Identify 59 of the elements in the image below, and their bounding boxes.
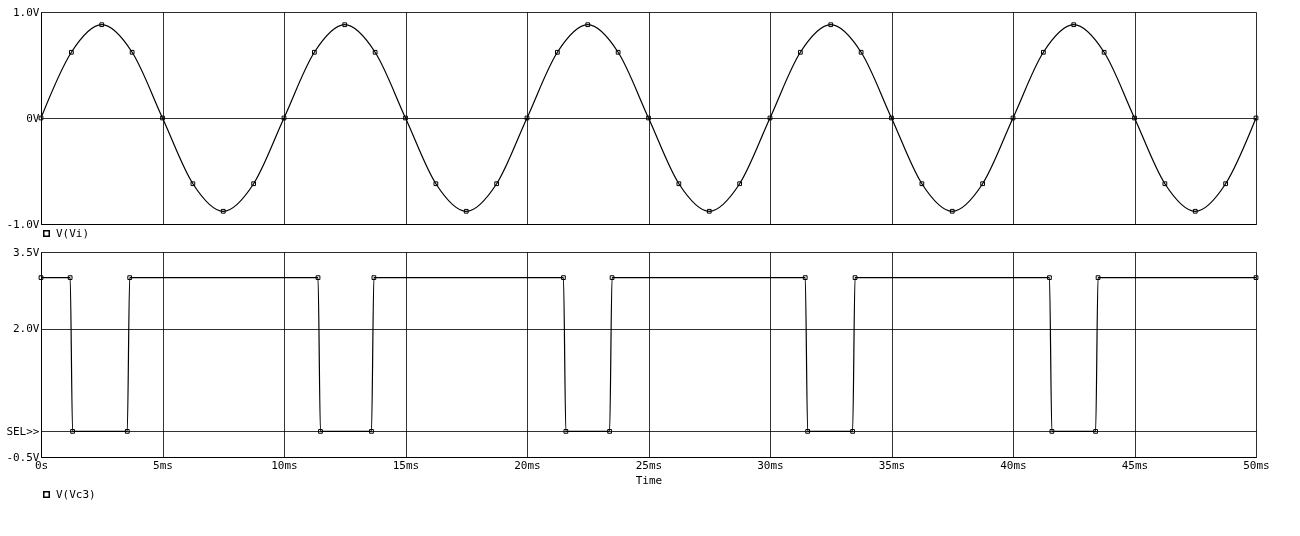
- point: [676, 181, 682, 187]
- x-tick-label: 40ms: [1000, 458, 1027, 472]
- point: [555, 49, 560, 55]
- point: [919, 181, 925, 187]
- point: [1192, 208, 1198, 214]
- point: [281, 115, 287, 121]
- x-tick-label: 50ms: [1243, 458, 1270, 472]
- point: [524, 115, 530, 121]
- x-tick-label: 35ms: [878, 458, 906, 472]
- point: [828, 22, 834, 28]
- point: [1223, 181, 1228, 187]
- point: [1041, 49, 1046, 55]
- x-tick-label: 25ms: [635, 458, 663, 472]
- point: [190, 181, 196, 187]
- point: [949, 208, 955, 214]
- y-tick-label: SEL>>: [6, 424, 40, 438]
- x-tick-label: 45ms: [1121, 458, 1149, 472]
- x-tick-label: 20ms: [514, 458, 541, 472]
- point: [129, 49, 135, 55]
- point: [342, 22, 348, 28]
- legend-label: V(Vc3): [56, 487, 96, 501]
- point: [312, 49, 317, 55]
- point: [1253, 115, 1259, 121]
- x-tick-label: 5ms: [153, 458, 173, 472]
- point: [767, 115, 773, 121]
- point: [433, 181, 439, 187]
- point: [1162, 181, 1168, 187]
- x-tick-label: 30ms: [757, 458, 784, 472]
- y-tick-label: 2.0V: [13, 322, 40, 336]
- x-axis-title: Time: [635, 473, 663, 487]
- point: [220, 208, 226, 214]
- point: [494, 181, 499, 187]
- point: [1071, 22, 1077, 28]
- point: [737, 181, 742, 187]
- point: [372, 49, 378, 55]
- x-tick-label: 10ms: [271, 458, 298, 472]
- point: [160, 115, 165, 121]
- point: [1132, 115, 1137, 121]
- point: [1101, 49, 1107, 55]
- point: [585, 22, 591, 28]
- y-tick-label: 0V: [26, 111, 40, 125]
- y-tick-label: 3.5V: [13, 245, 40, 259]
- point: [99, 22, 105, 28]
- point: [706, 208, 712, 214]
- point: [646, 115, 651, 121]
- point: [858, 49, 864, 55]
- point: [463, 208, 469, 214]
- point: [980, 181, 985, 187]
- y-tick-label: -1.0V: [6, 217, 40, 231]
- point: [889, 115, 894, 121]
- point: [251, 181, 256, 187]
- point: [1010, 115, 1016, 121]
- point: [403, 115, 408, 121]
- y-tick-label: 1.0V: [13, 5, 40, 19]
- x-tick-label: 15ms: [392, 458, 420, 472]
- point: [615, 49, 621, 55]
- legend-label: V(Vi): [56, 226, 90, 240]
- point: [798, 49, 803, 55]
- point: [69, 49, 74, 55]
